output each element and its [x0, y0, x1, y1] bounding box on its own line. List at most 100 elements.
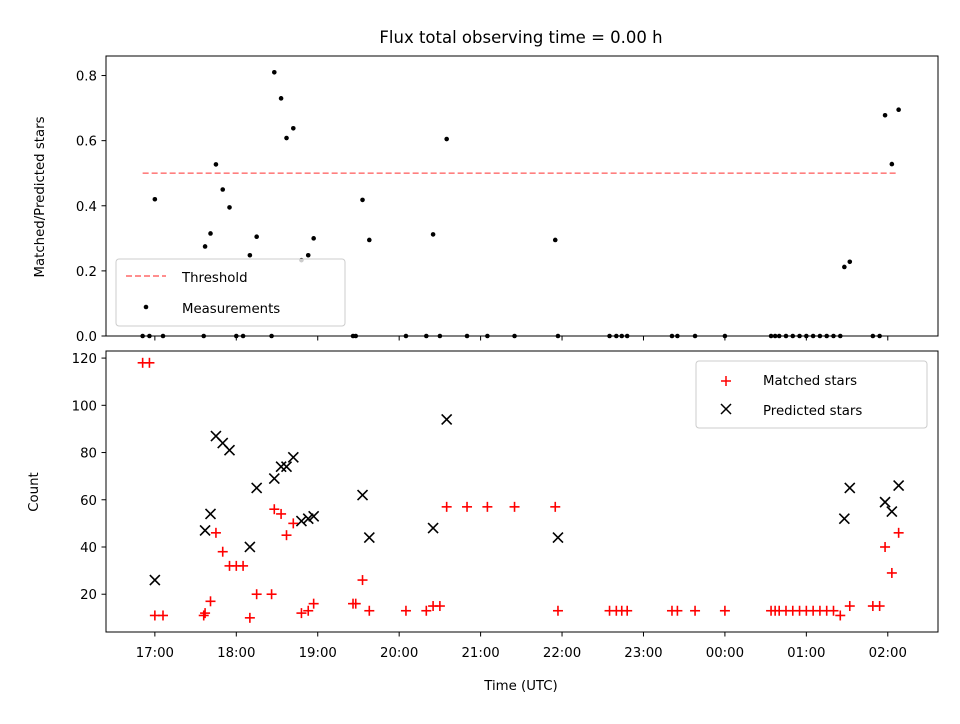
measurement-point: [291, 125, 296, 131]
matched-star-point: [276, 508, 287, 519]
matched-star-point: [296, 608, 307, 619]
bottom-y-tick-label: 80: [80, 447, 97, 462]
predicted-star-point: [199, 524, 211, 537]
measurement-point: [367, 237, 372, 243]
top-axes-frame: [105, 55, 939, 337]
measurement-point: [430, 232, 436, 237]
matched-star-point: [482, 501, 493, 512]
matched-star-point: [886, 567, 897, 578]
legend-predicted-swatch: [720, 403, 732, 415]
bottom-y-tick-label: 60: [80, 494, 97, 509]
matched-star-point: [205, 596, 216, 607]
x-tick-label: 19:00: [299, 646, 337, 661]
count-panel: Count Time (UTC) 20 40 60 80 100 120 17:00 18:…: [27, 350, 939, 694]
predicted-star-point: [893, 480, 905, 492]
matched-star-point: [509, 501, 520, 512]
matched-star-point: [844, 601, 855, 612]
predicted-star-point: [427, 522, 439, 534]
top-y-tick-label: 0.2: [76, 265, 97, 280]
top-y-tick-label: 0.8: [76, 70, 97, 85]
matched-star-point: [434, 601, 445, 612]
bottom-y-tick-label: 40: [80, 541, 97, 556]
matched-star-point: [244, 612, 255, 623]
matched-star-point: [622, 605, 633, 616]
measurement-point: [213, 162, 219, 167]
matched-star-point: [198, 610, 209, 621]
predicted-star-point: [223, 444, 236, 456]
predicted-star-point: [204, 508, 217, 520]
legend-measurements-swatch: [143, 304, 149, 310]
top-y-tick-label: 0.4: [76, 200, 97, 215]
predicted-star-point: [363, 531, 375, 544]
matched-star-point: [210, 527, 221, 538]
chart-title: Flux total observing time = 0.00 h: [379, 28, 662, 47]
predicted-star-point: [268, 472, 280, 485]
bottom-plot-area: [137, 357, 905, 623]
measurement-point: [227, 205, 232, 210]
matched-star-point: [462, 501, 473, 512]
predicted-star-point: [356, 489, 369, 501]
predicted-star-point: [295, 515, 308, 527]
matched-star-point: [217, 546, 228, 557]
top-y-axis-ticks: 0.0 0.2 0.4 0.6 0.8: [76, 70, 106, 345]
measurement-point: [278, 96, 284, 101]
matched-star-point: [550, 501, 561, 512]
matched-star-point: [880, 541, 891, 552]
bottom-y-tick-label: 120: [72, 352, 97, 367]
x-tick-label: 18:00: [217, 646, 255, 661]
bottom-axes-frame: [105, 350, 939, 633]
matched-star-point: [200, 608, 211, 619]
top-y-tick-label: 0.0: [76, 330, 97, 345]
predicted-star-point: [441, 413, 453, 426]
top-legend: Threshold Measurements: [115, 258, 346, 327]
predicted-star-point: [149, 574, 161, 586]
predicted-star-point: [275, 461, 287, 473]
legend-predicted-label: Predicted stars: [763, 404, 862, 419]
matched-star-point: [874, 601, 885, 612]
x-tick-label: 21:00: [461, 646, 499, 661]
predicted-star-point: [879, 496, 891, 508]
matched-star-point: [158, 610, 169, 621]
x-axis-label: Time (UTC): [483, 679, 558, 694]
legend-matched-label: Matched stars: [763, 374, 857, 389]
bottom-x-axis-ticks: 17:00 18:00 19:00 20:00 21:00 22:00 23:00 00:00…: [136, 632, 907, 661]
matched-star-point: [421, 605, 432, 616]
measurement-point: [272, 69, 277, 75]
predicted-star-point: [251, 482, 263, 494]
measurement-point: [305, 252, 311, 258]
x-tick-label: 23:00: [624, 646, 662, 661]
matched-star-point: [400, 605, 411, 616]
matched-star-point: [308, 598, 319, 609]
x-tick-label: 22:00: [543, 646, 581, 661]
matched-star-point: [281, 530, 292, 541]
measurement-point: [311, 236, 316, 241]
matched-star-point: [672, 605, 683, 616]
predicted-star-point: [308, 510, 320, 522]
measurement-point: [220, 187, 226, 192]
matched-star-point: [269, 504, 280, 515]
matched-star-point: [357, 575, 368, 586]
matched-star-point: [552, 605, 563, 616]
measurement-point: [444, 136, 449, 142]
top-plot-area: [140, 69, 901, 339]
bottom-y-axis-ticks: 20 40 60 80 100 120: [72, 352, 106, 603]
predicted-star-point: [552, 531, 564, 544]
measurement-point: [552, 237, 558, 243]
measurement-point: [847, 259, 853, 265]
measurement-point: [152, 196, 158, 202]
predicted-star-point: [838, 513, 850, 525]
x-tick-label: 00:00: [706, 646, 744, 661]
matched-star-point: [828, 605, 839, 616]
legend-matched-swatch: [721, 376, 731, 386]
measurement-point: [202, 244, 208, 249]
bottom-y-tick-label: 20: [80, 588, 97, 603]
bottom-legend: Matched stars Predicted stars: [695, 360, 928, 429]
measurement-point: [842, 264, 847, 270]
bottom-legend-box: [695, 360, 928, 429]
top-legend-box: [115, 258, 346, 327]
measurement-point: [889, 161, 895, 167]
matched-star-point: [251, 589, 262, 600]
x-tick-label: 02:00: [869, 646, 907, 661]
predicted-star-point: [287, 451, 299, 463]
matched-star-point: [719, 605, 730, 616]
